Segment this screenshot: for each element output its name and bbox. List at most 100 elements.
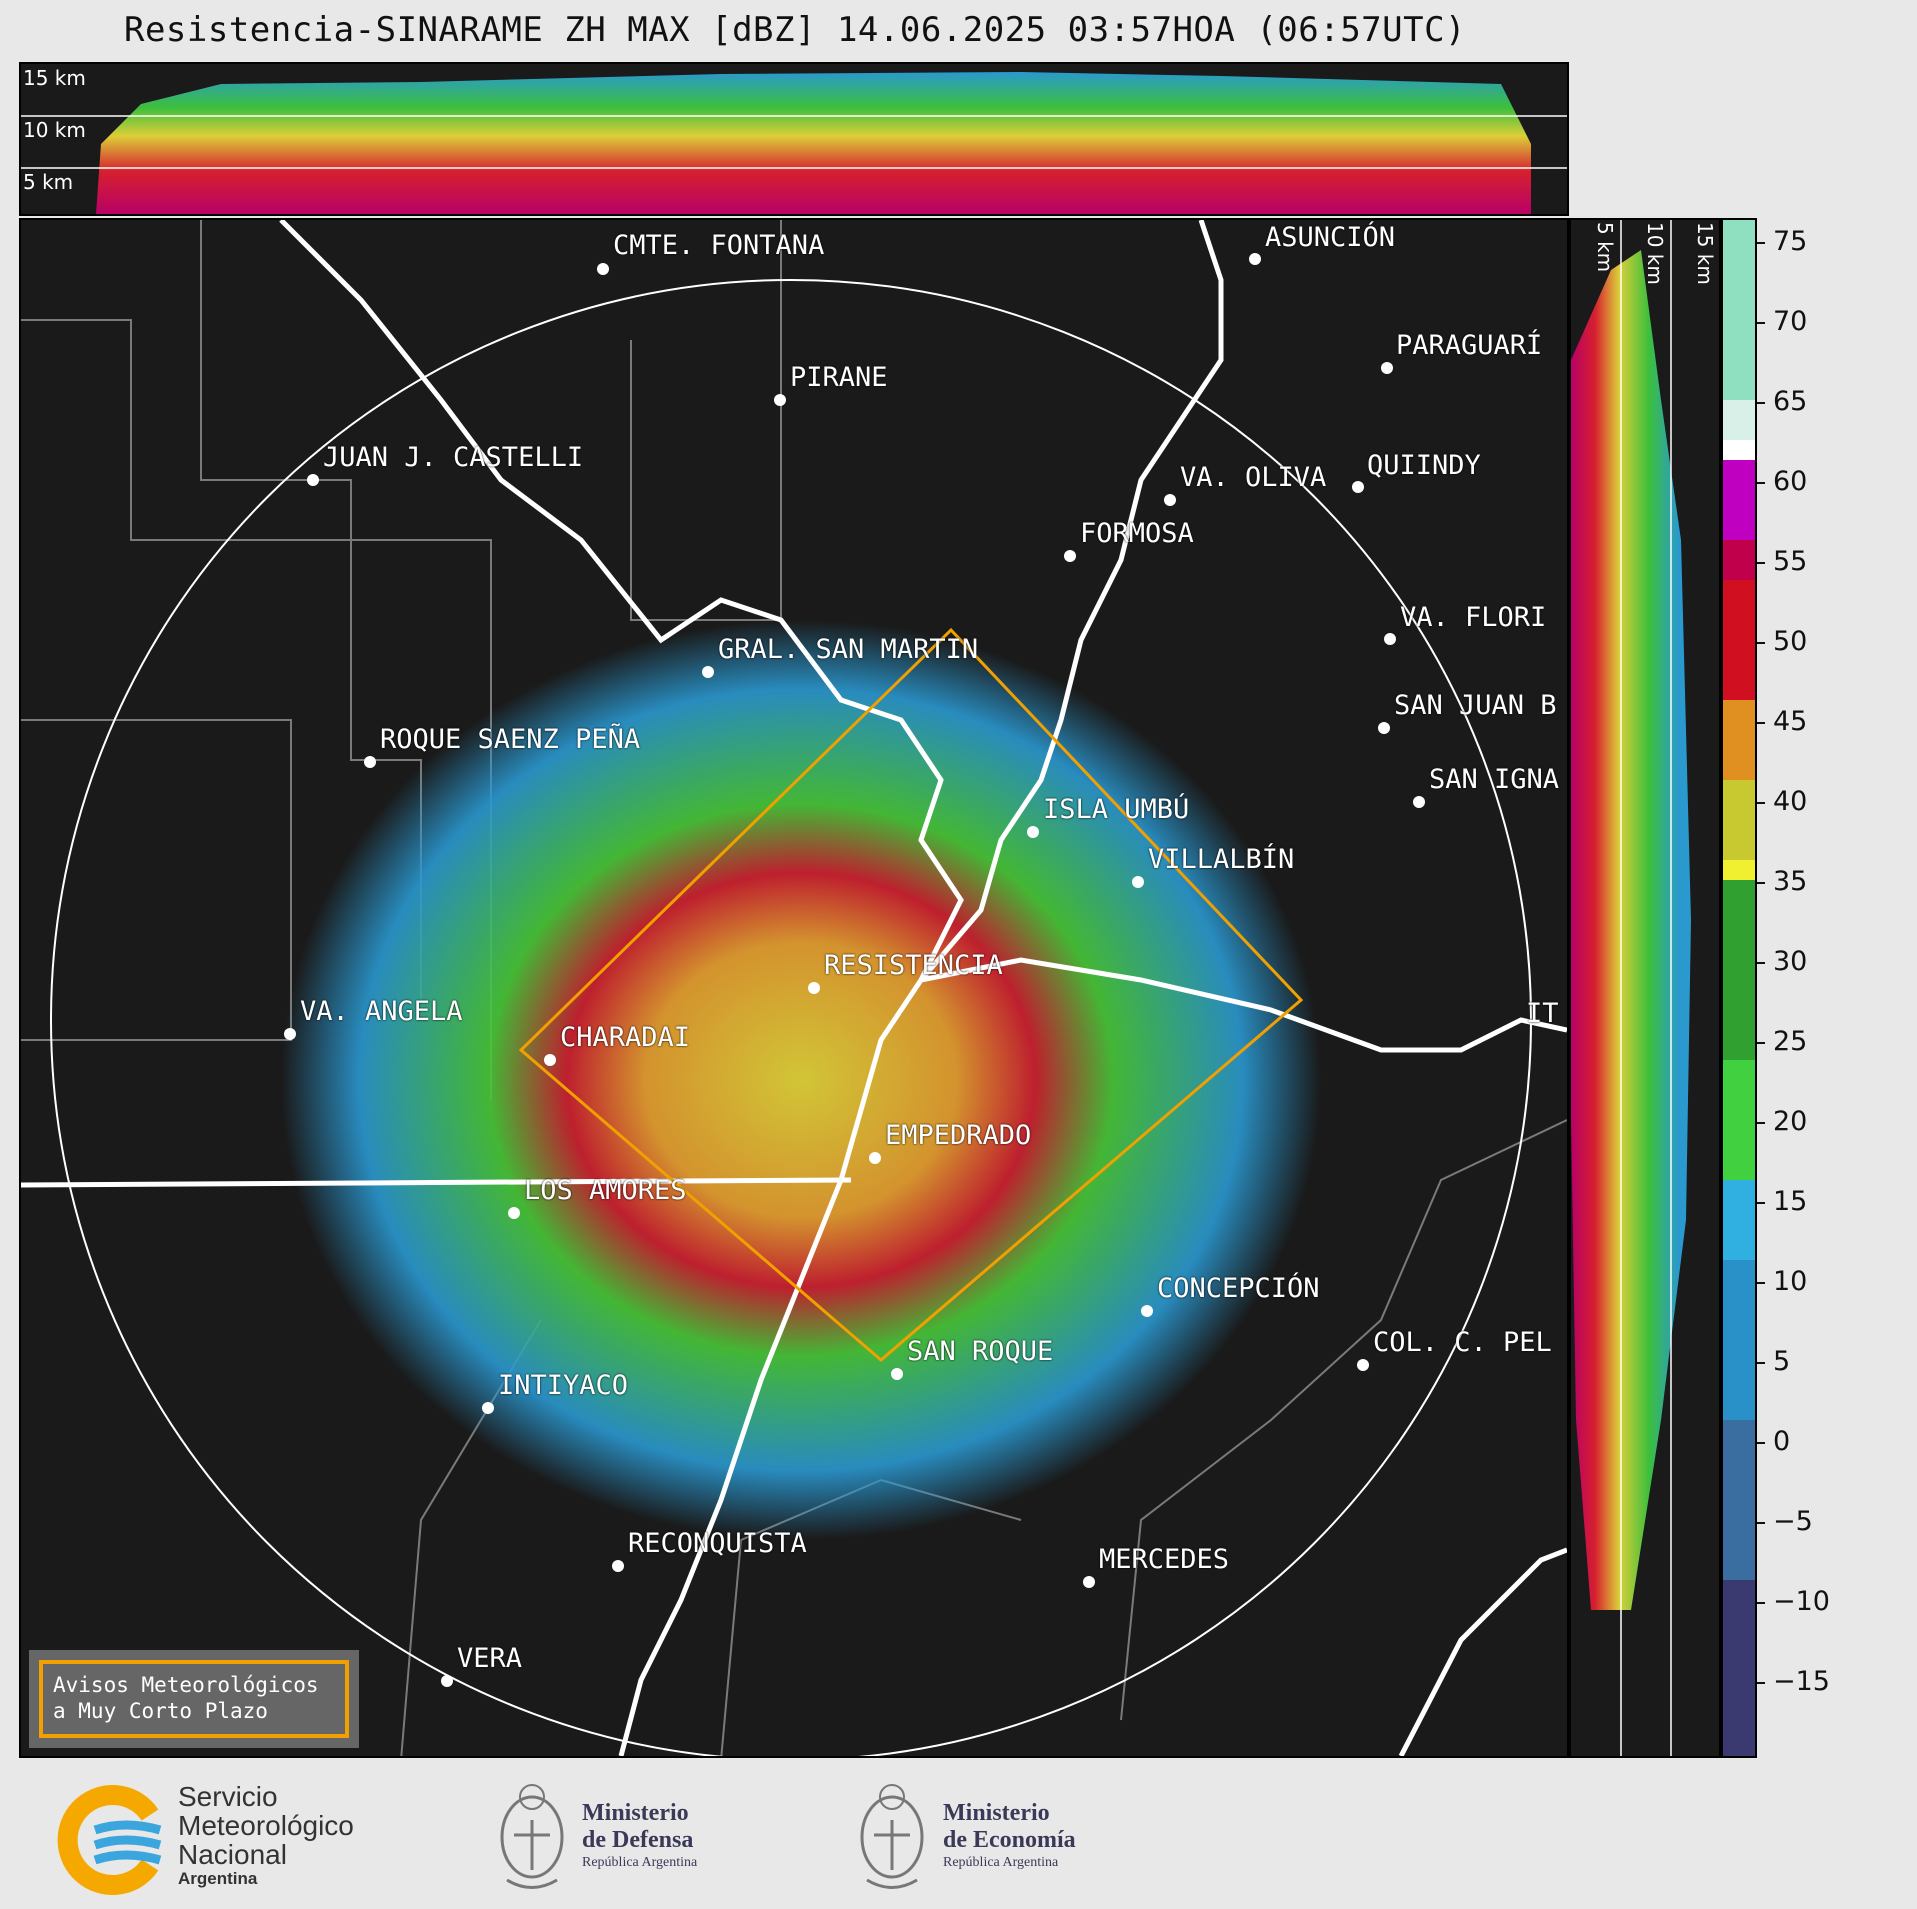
side-height-profile: 5 km 10 km 15 km: [1569, 218, 1721, 1758]
city-dot: [808, 982, 820, 994]
city-dot: [774, 394, 786, 406]
city-label: LOS AMORES: [524, 1175, 687, 1206]
city-dot: [1352, 481, 1364, 493]
city-label: CONCEPCIÓN: [1157, 1273, 1320, 1304]
colorbar-tick: −5: [1757, 1506, 1813, 1537]
economia-line-1: Ministerio: [943, 1800, 1050, 1826]
colorbar-tick: 65: [1757, 386, 1807, 417]
colorbar-tick: 60: [1757, 466, 1807, 497]
colorbar-tick: 20: [1757, 1106, 1807, 1137]
city-dot: [1064, 550, 1076, 562]
colorbar-tick: 55: [1757, 546, 1807, 577]
city-label: SAN IGNA: [1429, 764, 1560, 795]
city-label: SAN JUAN B: [1394, 690, 1557, 721]
defensa-seal-icon: [500, 1784, 564, 1889]
smn-line-3: Nacional: [178, 1839, 287, 1870]
profile-label-10km: 10 km: [23, 118, 86, 142]
radar-map-graphic: [21, 220, 1567, 1756]
economia-logo-text: Ministerio de Economía República Argenti…: [943, 1800, 1076, 1872]
smn-logo-icon: [57, 1785, 162, 1895]
city-label: CHARADAI: [560, 1022, 691, 1053]
city-label: SAN ROQUE: [907, 1336, 1054, 1367]
profile-label-5km: 5 km: [23, 170, 74, 194]
city-dot: [1132, 876, 1144, 888]
city-dot: [1141, 1305, 1153, 1317]
side-profile-graphic: [1571, 220, 1691, 1756]
city-dot: [702, 666, 714, 678]
colorbar-tick: 45: [1757, 706, 1807, 737]
city-dot: [307, 474, 319, 486]
city-label: ISLA UMBÚ: [1043, 794, 1190, 825]
city-label: ROQUE SAENZ PEÑA: [380, 724, 641, 755]
city-label: QUIINDY: [1367, 450, 1481, 481]
city-label: VA. FLORI: [1400, 602, 1547, 633]
page-title: Resistencia-SINARAME ZH MAX [dBZ] 14.06.…: [123, 10, 1467, 50]
economia-line-2: de Economía: [943, 1827, 1076, 1853]
smn-line-2: Meteorológico: [178, 1810, 354, 1841]
city-label: RECONQUISTA: [628, 1528, 807, 1559]
city-label: EMPEDRADO: [885, 1120, 1032, 1151]
colorbar-graphic: [1723, 220, 1755, 1756]
city-dot: [1378, 722, 1390, 734]
smn-line-4: Argentina: [178, 1869, 258, 1888]
city-dot: [1413, 796, 1425, 808]
city-label: VA. ANGELA: [300, 996, 463, 1027]
defensa-logo-text: Ministerio de Defensa República Argentin…: [582, 1800, 697, 1872]
city-label: GRAL. SAN MARTIN: [718, 634, 979, 665]
defensa-line-2: de Defensa: [582, 1827, 694, 1853]
colorbar-tick: 40: [1757, 786, 1807, 817]
city-dot: [1249, 253, 1261, 265]
smn-logo-text: Servicio Meteorológico Nacional Argentin…: [178, 1782, 354, 1889]
city-label: RESISTENCIA: [824, 950, 1003, 981]
city-label: PARAGUARÍ: [1396, 330, 1543, 361]
colorbar-tick: −15: [1757, 1666, 1830, 1697]
city-label: MERCEDES: [1099, 1544, 1230, 1575]
colorbar-tick: 0: [1757, 1426, 1790, 1457]
warning-line-1: Avisos Meteorológicos: [53, 1673, 319, 1697]
city-label: VILLALBÍN: [1148, 844, 1295, 875]
city-label: PIRANE: [790, 362, 888, 393]
footer: Servicio Meteorológico Nacional Argentin…: [0, 1760, 1917, 1909]
city-dot: [1381, 362, 1393, 374]
city-label: ASUNCIÓN: [1265, 222, 1396, 253]
city-label: JUAN J. CASTELLI: [323, 442, 584, 473]
radar-map[interactable]: CMTE. FONTANA ASUNCIÓN PIRANE PARAGUARÍ …: [19, 218, 1569, 1758]
colorbar-tick: 30: [1757, 946, 1807, 977]
colorbar-tick: 75: [1757, 226, 1807, 257]
city-dot: [508, 1207, 520, 1219]
city-label: IT: [1526, 998, 1559, 1029]
colorbar-ticks: 75 70 65 60 55 50 45 40 35 30 25 20 15 1…: [1757, 218, 1907, 1758]
city-dot: [284, 1028, 296, 1040]
colorbar-tick: 5: [1757, 1346, 1790, 1377]
top-height-profile: 15 km 10 km 5 km: [19, 62, 1569, 216]
warning-box-border: Avisos Meteorológicos a Muy Corto Plazo: [39, 1660, 349, 1738]
smn-line-1: Servicio: [178, 1781, 278, 1812]
economia-line-3: República Argentina: [943, 1855, 1059, 1870]
colorbar-tick: −10: [1757, 1586, 1830, 1617]
city-dot: [544, 1054, 556, 1066]
city-dot: [1384, 633, 1396, 645]
colorbar-tick: 15: [1757, 1186, 1807, 1217]
city-dot: [482, 1402, 494, 1414]
profile-label-15km-v: 15 km: [1693, 222, 1717, 285]
economia-seal-icon: [860, 1784, 924, 1889]
colorbar-tick: 70: [1757, 306, 1807, 337]
city-label: FORMOSA: [1080, 518, 1194, 549]
city-dot: [1164, 494, 1176, 506]
profile-label-10km-v: 10 km: [1643, 222, 1667, 285]
city-label: COL. C. PEL: [1373, 1327, 1552, 1358]
city-label: VA. OLIVA: [1180, 462, 1327, 493]
colorbar-tick: 35: [1757, 866, 1807, 897]
colorbar: [1721, 218, 1757, 1758]
city-dot: [869, 1152, 881, 1164]
warning-line-2: a Muy Corto Plazo: [53, 1699, 268, 1723]
city-dot: [1357, 1359, 1369, 1371]
city-dot: [1083, 1576, 1095, 1588]
city-dot: [612, 1560, 624, 1572]
city-label: VERA: [457, 1643, 523, 1674]
colorbar-tick: 25: [1757, 1026, 1807, 1057]
profile-label-15km: 15 km: [23, 66, 86, 90]
warning-box: Avisos Meteorológicos a Muy Corto Plazo: [29, 1650, 359, 1748]
profile-label-5km-v: 5 km: [1593, 222, 1617, 273]
city-label: INTIYACO: [498, 1370, 629, 1401]
